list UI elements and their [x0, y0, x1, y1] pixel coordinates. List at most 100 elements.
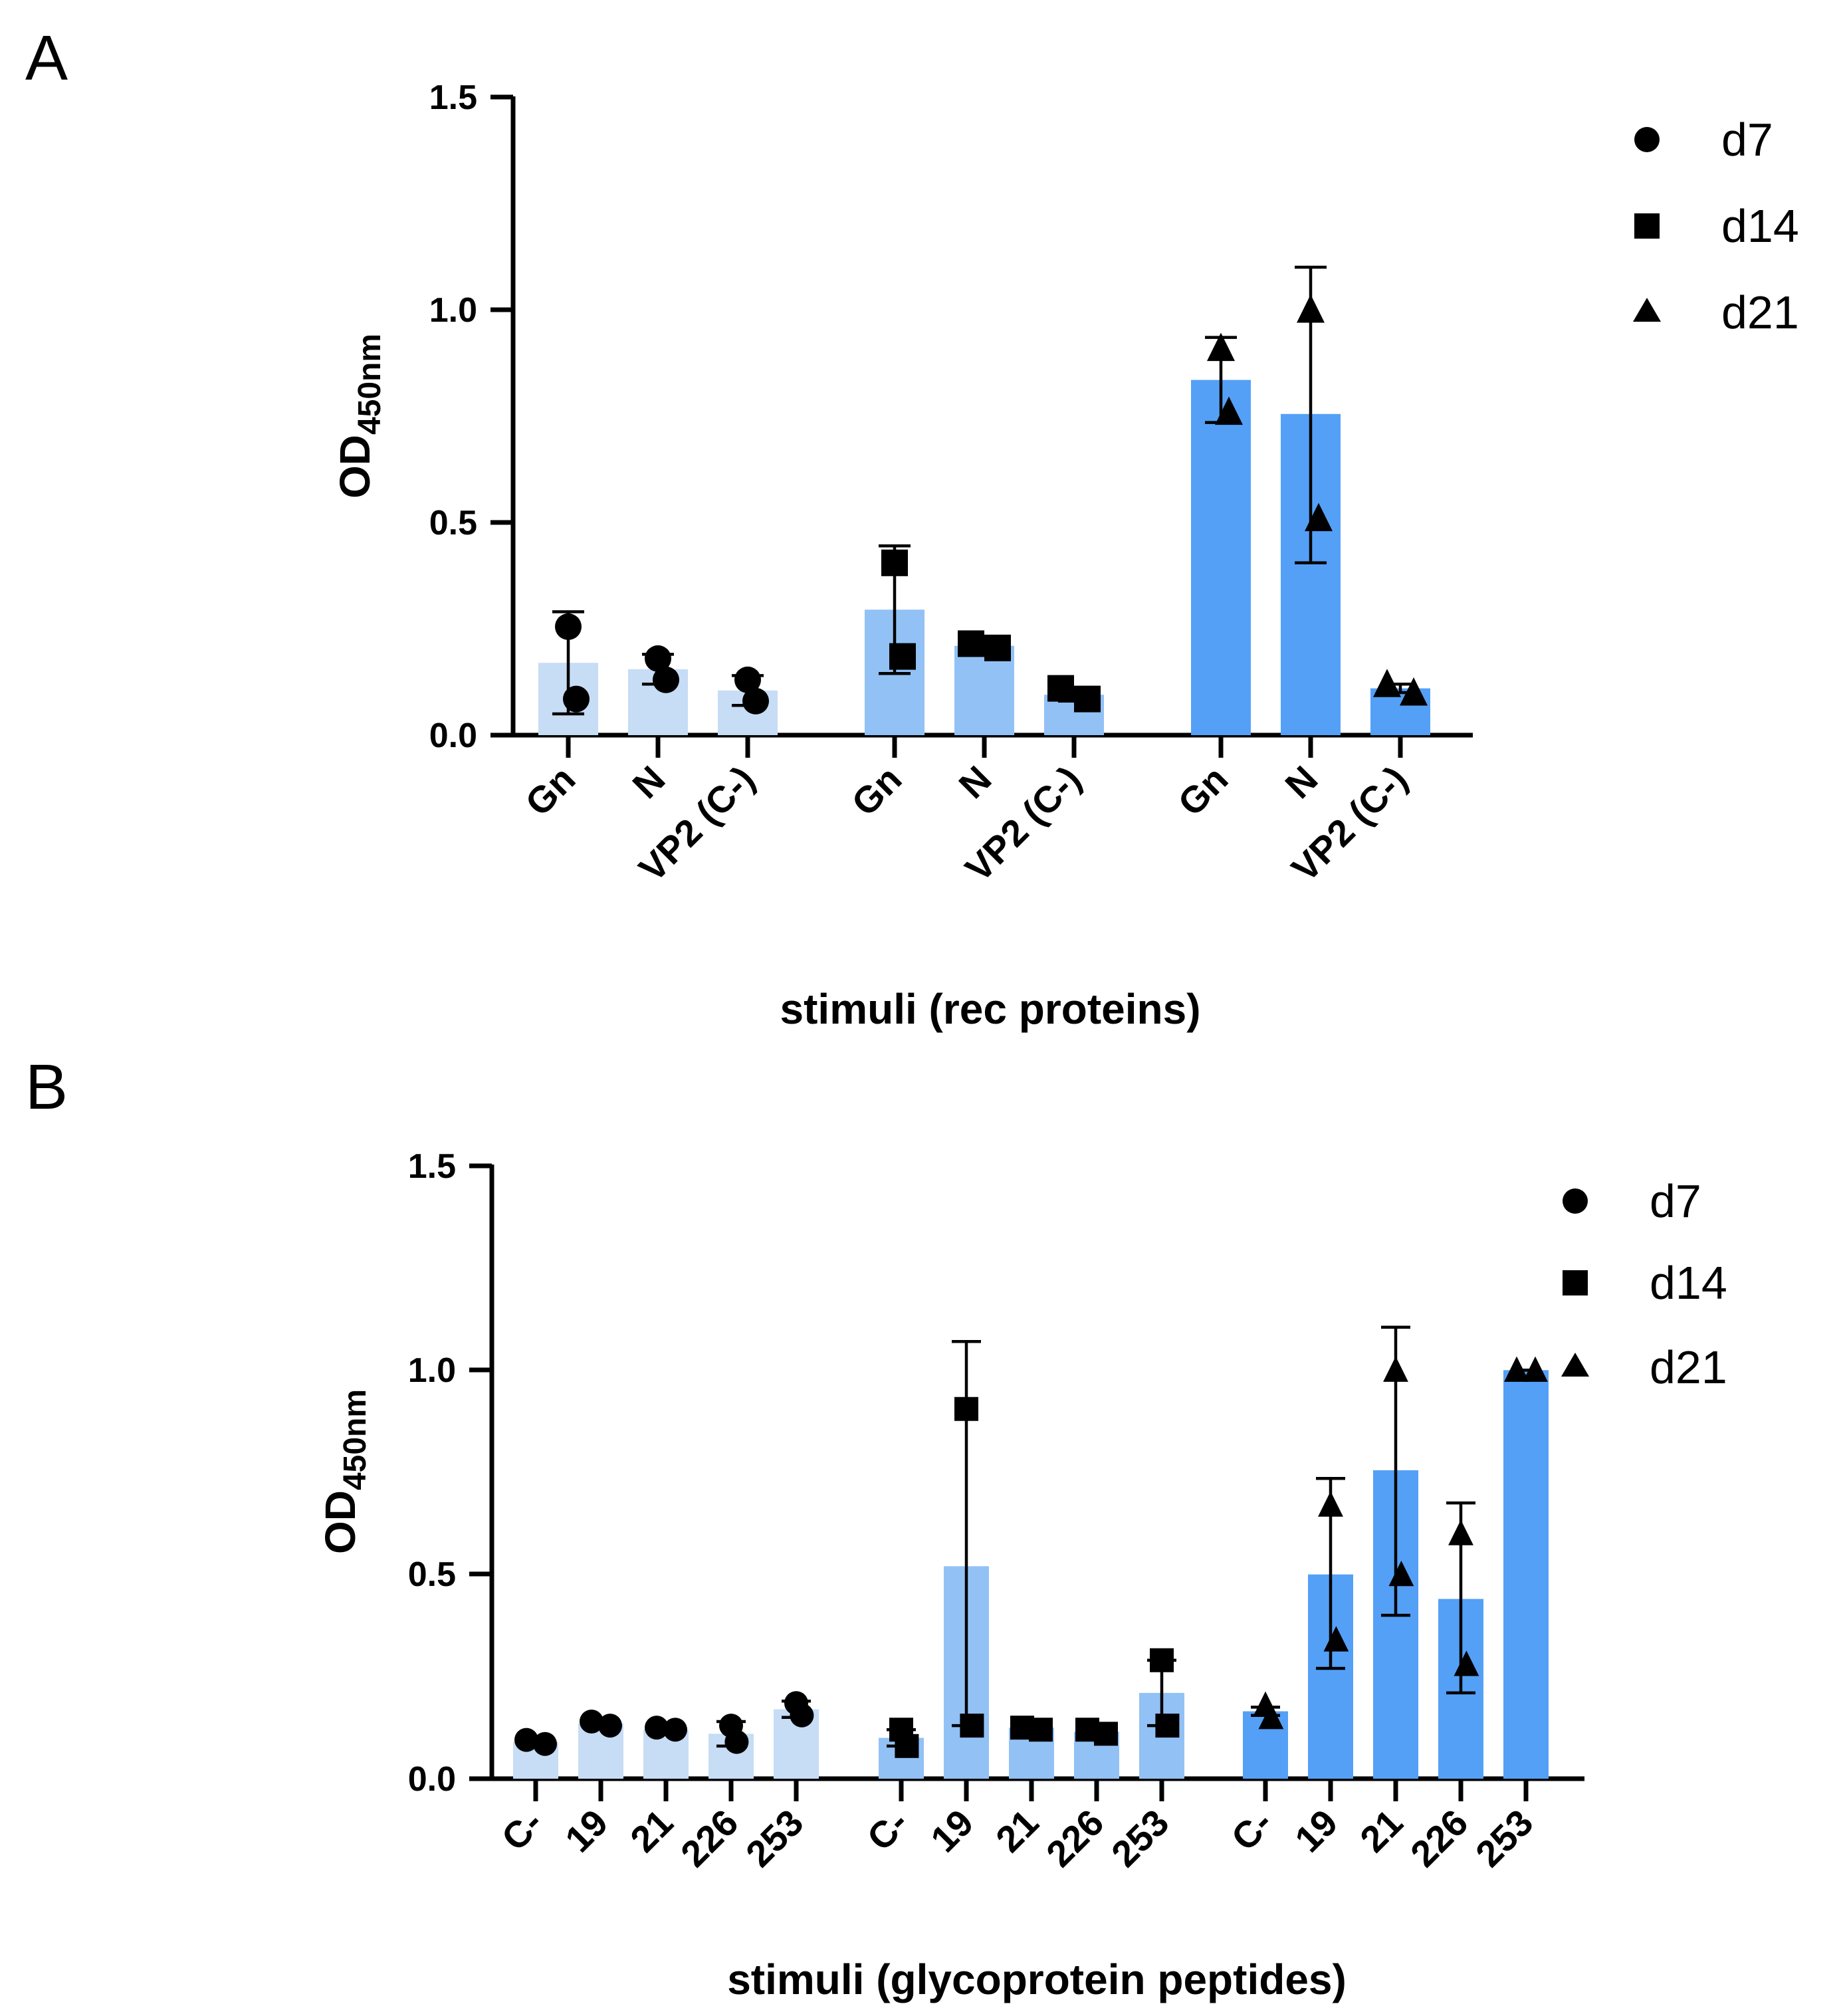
data-point-circle [555, 613, 582, 640]
y-axis-title-main: OD [331, 435, 379, 499]
data-point-triangle [1388, 1560, 1414, 1587]
x-axis-title-b: stimuli (glycoprotein peptides) [727, 1956, 1347, 2003]
data-point-square [960, 1714, 984, 1738]
data-point-triangle [1504, 1356, 1529, 1382]
legend-marker-triangle [1633, 298, 1661, 322]
data-point-circle [663, 1718, 687, 1742]
x-tick-label: 253 [1103, 1801, 1177, 1875]
x-tick-label: 226 [673, 1801, 746, 1875]
data-point-square [1155, 1714, 1180, 1738]
bar [1191, 380, 1251, 735]
y-tick-label: 1.5 [408, 1147, 456, 1186]
x-tick-label: 19 [922, 1801, 982, 1860]
x-tick-label: 253 [1467, 1801, 1541, 1875]
y-tick-label: 0.0 [429, 717, 477, 755]
data-point-triangle [1318, 1491, 1343, 1517]
data-point-triangle [1305, 503, 1333, 532]
y-tick-label: 0.5 [408, 1555, 456, 1594]
x-tick-label: 19 [1287, 1801, 1346, 1860]
x-tick-label: N [950, 758, 999, 806]
data-point-circle [790, 1703, 814, 1728]
x-tick-label: 226 [1402, 1801, 1476, 1875]
x-tick-label: 253 [738, 1801, 812, 1875]
data-point-circle [734, 666, 761, 693]
data-point-circle [645, 1716, 669, 1740]
legend-marker-circle [1563, 1188, 1588, 1214]
y-axis-title-sub: 450nm [352, 334, 387, 435]
panel-letter-b: B [25, 1052, 68, 1123]
data-point-triangle [1323, 1626, 1349, 1652]
data-point-triangle [1373, 669, 1401, 697]
data-point-square [1029, 1718, 1053, 1742]
panel-b: B 1.5 1.0 0.5 0.0 OD450nm stimuli (glyco… [25, 1052, 1727, 2003]
panel-letter-a: A [25, 23, 68, 94]
x-tick-label: C- [859, 1801, 916, 1858]
x-tick-label: 226 [1038, 1801, 1112, 1875]
x-tick-label: C- [493, 1801, 550, 1858]
panel-a: A 1.5 1.0 0.5 0.0 OD450nm stimuli (rec p… [25, 23, 1799, 1033]
data-point-triangle [1454, 1650, 1479, 1676]
data-point-triangle [1258, 1704, 1284, 1730]
y-axis-title-a: OD450nm [331, 334, 387, 499]
data-point-triangle [1383, 1356, 1408, 1382]
y-tick-label: 0.5 [429, 504, 477, 542]
legend-label: d21 [1650, 1341, 1727, 1393]
x-tick-label: 21 [988, 1801, 1047, 1860]
y-axis-title-main: OD [316, 1490, 364, 1554]
data-point-square [1150, 1648, 1174, 1672]
legend-label: d14 [1721, 200, 1799, 252]
data-point-circle [514, 1728, 538, 1752]
data-point-triangle [1215, 396, 1243, 425]
data-point-square [1047, 675, 1074, 702]
legend-label: d14 [1650, 1257, 1727, 1309]
data-point-square [1094, 1722, 1118, 1746]
legend-a: d7 d14 d21 [1633, 114, 1799, 338]
x-tick-label: 19 [557, 1801, 616, 1860]
data-point-circle [724, 1730, 749, 1754]
y-tick-label: 1.0 [408, 1351, 456, 1390]
y-axis-title-b: OD450nm [316, 1389, 373, 1554]
x-tick-label: N [624, 758, 673, 806]
x-tick-label: N [1277, 758, 1325, 806]
data-point-triangle [1523, 1356, 1548, 1382]
data-point-square [881, 549, 908, 576]
legend-marker-square [1563, 1270, 1588, 1295]
y-tick-label: 0.0 [408, 1760, 456, 1799]
data-point-triangle [1448, 1519, 1473, 1545]
data-point-square [954, 1397, 978, 1421]
data-point-square [958, 630, 984, 657]
data-point-circle [653, 666, 679, 693]
data-point-square [889, 643, 916, 670]
data-point-triangle [1400, 677, 1428, 706]
bar [1503, 1370, 1549, 1779]
data-point-square [895, 1734, 919, 1758]
legend-label: d7 [1721, 114, 1773, 166]
x-tick-label: 21 [1352, 1801, 1411, 1860]
data-point-circle [563, 685, 590, 713]
legend-marker-square [1634, 213, 1660, 239]
y-axis-title-sub: 450nm [338, 1389, 373, 1490]
x-tick-label: 21 [622, 1801, 681, 1860]
y-tick-label: 1.0 [429, 291, 477, 330]
x-axis-title-a: stimuli (rec proteins) [780, 985, 1201, 1033]
x-tick-label: Gn [517, 758, 584, 824]
legend-marker-triangle [1561, 1353, 1589, 1377]
data-point-circle [645, 645, 671, 672]
x-tick-label: Gn [1170, 758, 1236, 824]
data-point-square [1074, 685, 1101, 713]
data-point-circle [580, 1709, 603, 1734]
legend-label: d7 [1650, 1175, 1701, 1227]
legend-b: d7 d14 d21 [1561, 1175, 1727, 1393]
data-point-circle [742, 687, 769, 715]
x-tick-label: C- [1223, 1801, 1280, 1858]
y-tick-label: 1.5 [429, 78, 477, 117]
data-point-triangle [1207, 332, 1235, 362]
legend-marker-circle [1634, 127, 1660, 152]
x-tick-label: Gn [843, 758, 910, 824]
data-point-square [984, 634, 1011, 661]
data-point-triangle [1297, 294, 1325, 323]
legend-label: d21 [1721, 286, 1799, 338]
